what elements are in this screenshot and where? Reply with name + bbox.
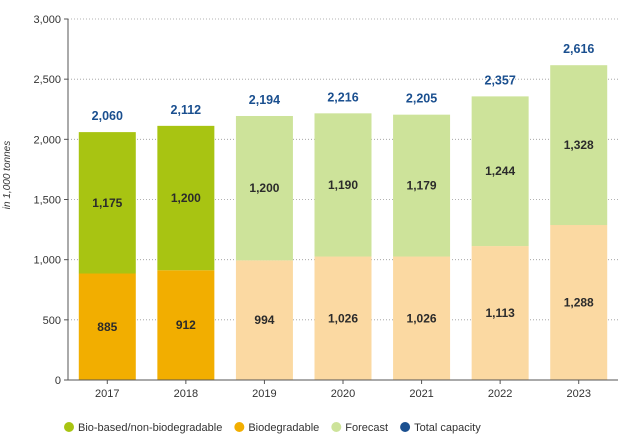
bar-biodegradable bbox=[314, 256, 372, 380]
bio-based-value-label: 1,179 bbox=[407, 179, 437, 193]
biodegradable-value-label: 1,288 bbox=[564, 296, 594, 310]
bars bbox=[78, 65, 608, 380]
x-tick-label: 2022 bbox=[488, 388, 512, 400]
total-capacity-label: 2,112 bbox=[171, 103, 202, 117]
bar-bio-based bbox=[550, 65, 608, 226]
y-axis-title: in 1,000 tonnes bbox=[2, 141, 13, 209]
biodegradable-value-label: 1,026 bbox=[407, 311, 437, 325]
y-tick-label: 0 bbox=[55, 375, 61, 387]
total-capacity-label: 2,357 bbox=[485, 73, 516, 87]
total-capacity-label: 2,616 bbox=[563, 42, 594, 56]
y-tick-label: 2,500 bbox=[33, 74, 61, 86]
bio-based-value-label: 1,175 bbox=[92, 196, 122, 210]
legend-swatch bbox=[400, 422, 411, 432]
legend-label: Bio-based/non-biodegradable bbox=[78, 422, 222, 434]
legend-swatch bbox=[234, 422, 245, 432]
x-tick-label: 2019 bbox=[252, 388, 276, 400]
x-tick-label: 2023 bbox=[566, 388, 590, 400]
x-tick-label: 2018 bbox=[174, 388, 198, 400]
x-tick-label: 2020 bbox=[331, 388, 355, 400]
bar-biodegradable bbox=[78, 273, 136, 380]
legend-swatch bbox=[64, 422, 74, 432]
bar-biodegradable bbox=[235, 260, 293, 380]
bar-bio-based bbox=[393, 114, 451, 257]
biodegradable-value-label: 912 bbox=[176, 318, 196, 332]
y-tick-label: 500 bbox=[43, 315, 61, 327]
biodegradable-value-label: 994 bbox=[254, 313, 274, 327]
bio-based-value-label: 1,200 bbox=[171, 191, 201, 205]
total-capacity-label: 2,060 bbox=[92, 109, 123, 123]
x-tick-label: 2021 bbox=[409, 388, 433, 400]
bar-biodegradable bbox=[550, 225, 608, 380]
total-capacity-label: 2,205 bbox=[406, 92, 437, 106]
bio-based-value-label: 1,328 bbox=[564, 138, 594, 152]
legend: Bio-based/non-biodegradable Biodegradable… bbox=[64, 422, 481, 434]
biodegradable-value-label: 1,113 bbox=[485, 306, 515, 320]
data-labels: 885 1,175 2,060 912 1,200 2,112 994 1,200 2,194 1… bbox=[92, 42, 595, 334]
x-tick-label: 2017 bbox=[95, 388, 119, 400]
bar-bio-based bbox=[157, 125, 215, 271]
bio-based-value-label: 1,190 bbox=[328, 178, 358, 192]
bio-based-value-label: 1,200 bbox=[249, 181, 279, 195]
axes: 0 500 1,000 1,500 2,000 2,500 3,000 2017 2018 201… bbox=[33, 14, 618, 400]
y-tick-label: 3,000 bbox=[33, 14, 61, 26]
bio-based-value-label: 1,244 bbox=[485, 164, 515, 178]
biodegradable-value-label: 885 bbox=[97, 320, 117, 334]
y-tick-label: 1,000 bbox=[33, 255, 61, 267]
bar-bio-based bbox=[78, 132, 136, 274]
bar-bio-based bbox=[235, 115, 293, 261]
bar-biodegradable bbox=[157, 270, 215, 380]
y-tick-label: 1,500 bbox=[33, 195, 61, 207]
total-capacity-label: 2,194 bbox=[249, 93, 280, 107]
legend-label: Forecast bbox=[345, 422, 388, 434]
bar-bio-based bbox=[471, 96, 529, 247]
y-tick-label: 2,000 bbox=[33, 134, 61, 146]
legend-label: Biodegradable bbox=[248, 422, 319, 434]
bar-bio-based bbox=[314, 113, 372, 257]
biodegradable-value-label: 1,026 bbox=[328, 311, 358, 325]
legend-swatch bbox=[331, 422, 342, 432]
legend-label: Total capacity bbox=[414, 422, 481, 434]
total-capacity-label: 2,216 bbox=[327, 90, 358, 104]
bar-biodegradable bbox=[471, 246, 529, 380]
bar-biodegradable bbox=[393, 256, 451, 380]
